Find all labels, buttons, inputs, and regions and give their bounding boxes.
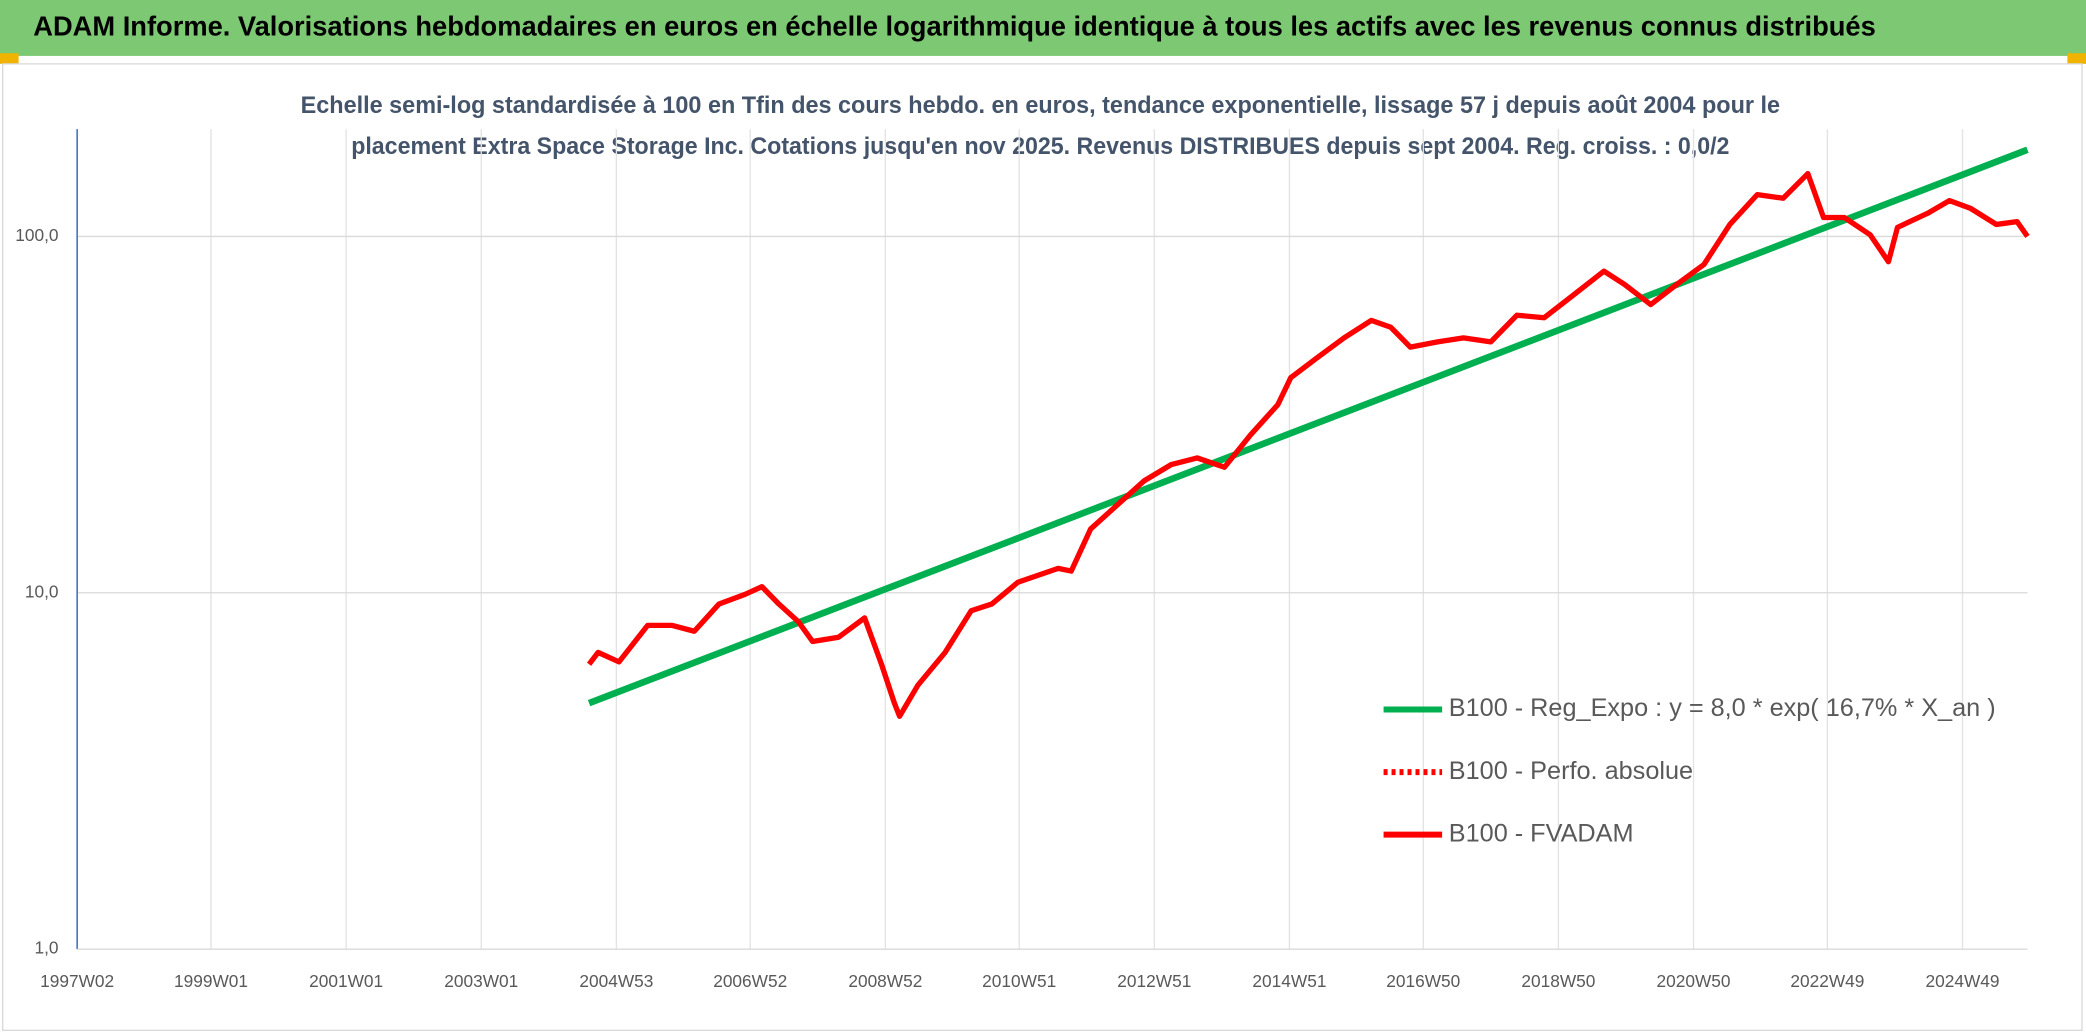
x-tick-label: 2020W50 <box>1657 971 1731 991</box>
x-tick-label: 2008W52 <box>848 971 922 991</box>
chart-subtitle: Echelle semi-log standardisée à 100 en T… <box>301 92 1780 119</box>
series-line <box>587 146 2029 707</box>
chart-subtitle: placement Extra Space Storage Inc. Cotat… <box>351 133 1729 160</box>
y-tick-label: 100,0 <box>15 225 58 245</box>
x-tick-label: 2001W01 <box>309 971 383 991</box>
y-tick-label: 1,0 <box>34 938 58 958</box>
x-tick-label: 1997W02 <box>40 971 114 991</box>
x-tick-label: 2018W50 <box>1521 971 1595 991</box>
x-tick-label: 2010W51 <box>982 971 1056 991</box>
legend-label: B100 - FVADAM <box>1449 819 1634 847</box>
x-tick-label: 2024W49 <box>1925 971 1999 991</box>
legend-label: B100 - Reg_Expo : y = 8,0 * exp( 16,7% *… <box>1449 694 1996 722</box>
x-tick-label: 2016W50 <box>1386 971 1460 991</box>
x-tick-label: 2014W51 <box>1252 971 1326 991</box>
chart-border <box>1 63 2083 1032</box>
x-tick-label: 2012W51 <box>1117 971 1191 991</box>
chart-title: ADAM Informe. Valorisations hebdomadaire… <box>33 10 1876 41</box>
y-tick-label: 10,0 <box>25 581 59 601</box>
header-bar <box>0 0 2086 56</box>
x-tick-label: 2006W52 <box>713 971 787 991</box>
corner-mark <box>0 53 19 64</box>
series-line <box>586 170 2030 719</box>
x-tick-label: 2022W49 <box>1790 971 1864 991</box>
legend-label: B100 - Perfo. absolue <box>1449 757 1693 785</box>
x-tick-label: 2003W01 <box>444 971 518 991</box>
x-tick-label: 1999W01 <box>174 971 248 991</box>
corner-mark <box>2067 53 2086 64</box>
x-tick-label: 2004W53 <box>579 971 653 991</box>
